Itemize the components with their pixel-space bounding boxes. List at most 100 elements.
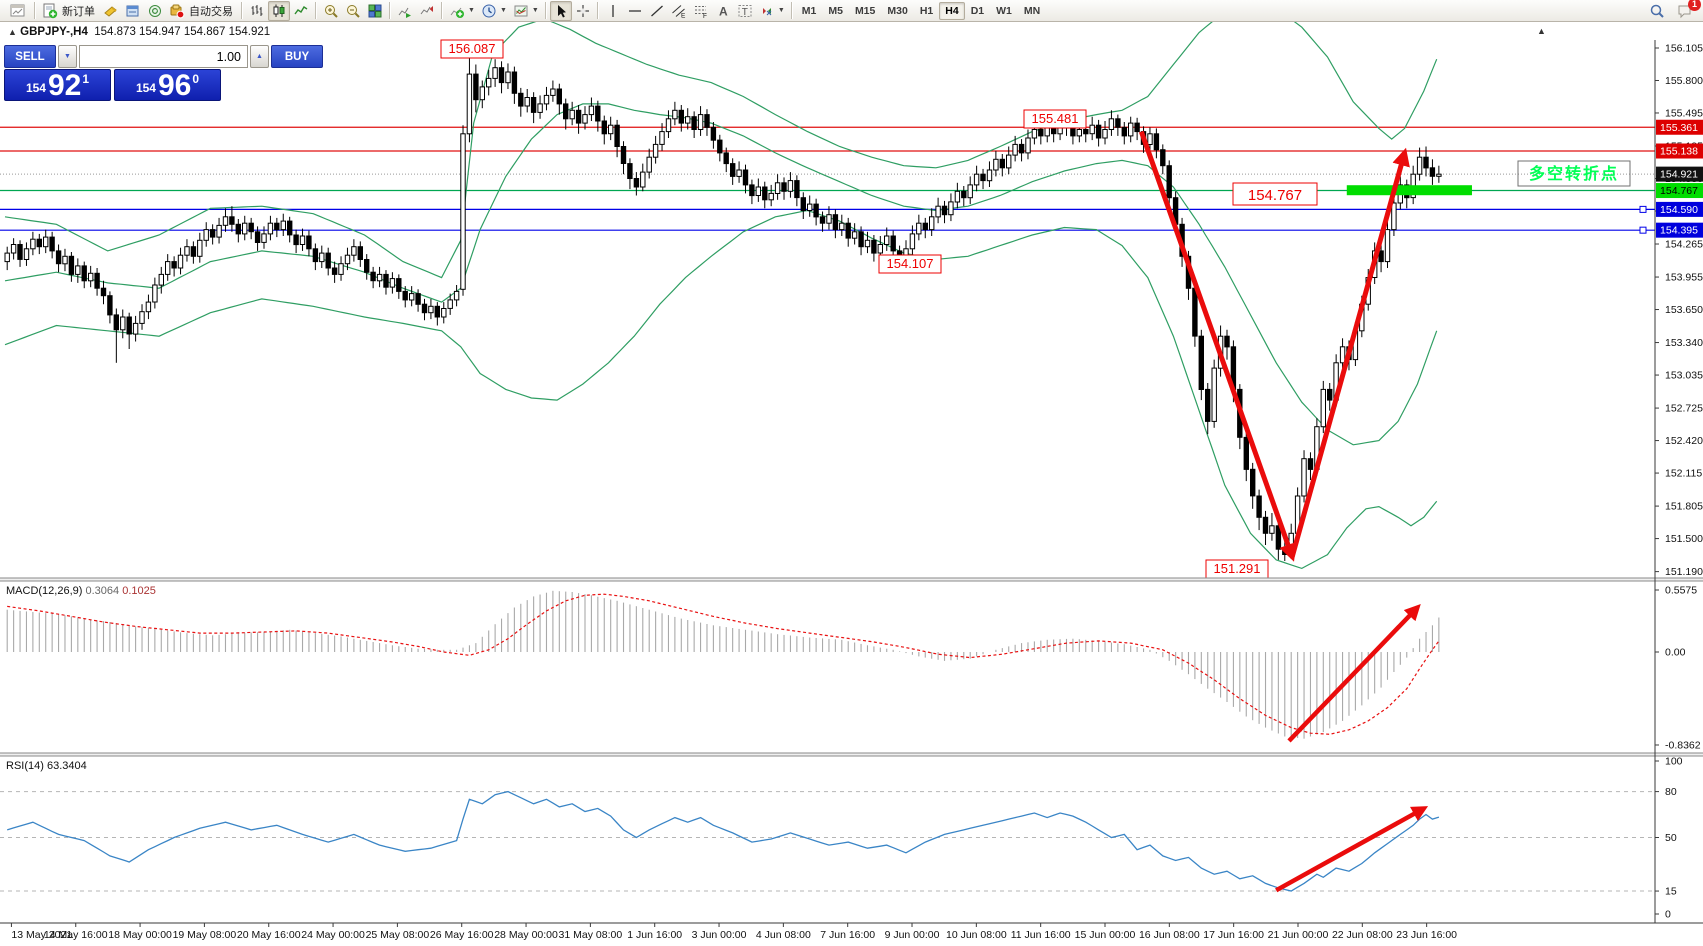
bollinger-bands [4,3,1438,570]
svg-text:151.805: 151.805 [1665,501,1703,513]
pane-separators[interactable] [0,577,1703,757]
text-tool-button[interactable]: A [712,1,734,21]
volume-decrease-button[interactable]: ▼ [58,45,77,68]
crosshair-tool-button[interactable] [572,1,594,21]
svg-text:3 Jun 00:00: 3 Jun 00:00 [692,929,747,941]
market-watch-button[interactable] [100,1,122,21]
timeframe-button-M15[interactable]: M15 [849,2,881,20]
timeframe-group: M1 M5 M15 M30 H1 H4 D1 W1 MN [796,1,1046,20]
cursor-tool-button[interactable] [549,0,572,21]
svg-text:151.190: 151.190 [1665,566,1703,578]
svg-text:151.291: 151.291 [1214,561,1261,576]
sell-button[interactable]: SELL [4,45,56,68]
notifications-button[interactable]: 1 [1674,0,1701,21]
zoom-in-button[interactable] [320,1,342,21]
chart-shift-button[interactable] [416,1,438,21]
zoom-out-button[interactable] [342,1,364,21]
svg-text:154.107: 154.107 [887,256,934,271]
tile-windows-button[interactable] [364,1,386,21]
svg-text:18 May 00:00: 18 May 00:00 [108,929,172,941]
svg-text:24 May 00:00: 24 May 00:00 [301,929,365,941]
auto-scroll-button[interactable] [394,1,416,21]
vertical-line-tool-button[interactable] [602,1,624,21]
svg-text:22 Jun 08:00: 22 Jun 08:00 [1332,929,1393,941]
macd-signal-line [7,593,1440,735]
search-button[interactable] [1646,1,1668,21]
new-order-button[interactable]: 新订单 [39,1,100,21]
svg-text:4 Jun 08:00: 4 Jun 08:00 [756,929,811,941]
svg-text:153.035: 153.035 [1665,370,1703,382]
timeframe-button-M5[interactable]: M5 [822,2,849,20]
autotrading-button[interactable]: 自动交易 [166,1,238,21]
collapse-triangle-icon[interactable]: ▲ [8,27,17,37]
separator [389,2,391,19]
svg-text:-0.8362: -0.8362 [1665,739,1701,751]
dropdown-caret-icon: ▼ [468,7,475,14]
rsi-pane: 100 80 50 15 0 RSI(14) 63.3404 [0,756,1683,921]
timeframe-button-M30[interactable]: M30 [881,2,913,20]
bar-chart-mode-button[interactable] [246,1,268,21]
channel-tool-button[interactable]: E [668,1,690,21]
svg-text:0: 0 [1665,909,1671,921]
rsi-line [7,790,1440,892]
svg-text:21 Jun 00:00: 21 Jun 00:00 [1268,929,1329,941]
macd-label: MACD(12,26,9) 0.3064 0.1025 [6,585,156,597]
trendline-tool-button[interactable] [646,1,668,21]
svg-text:154.921: 154.921 [1660,169,1698,181]
volume-increase-button[interactable]: ▲ [250,45,269,68]
svg-text:9 Jun 00:00: 9 Jun 00:00 [885,929,940,941]
panel-toggle-icon[interactable]: ▲ [1537,26,1546,36]
timeframe-button-H1[interactable]: H1 [914,2,939,20]
svg-text:152.115: 152.115 [1665,468,1702,480]
rsi-label: RSI(14) 63.3404 [6,760,87,772]
svg-text:152.725: 152.725 [1665,403,1703,415]
timeframe-button-H4[interactable]: H4 [939,1,965,20]
trend-arrows[interactable] [1138,130,1410,562]
candlestick-mode-button[interactable] [268,0,290,21]
svg-text:100: 100 [1665,756,1683,768]
svg-text:17 Jun 16:00: 17 Jun 16:00 [1203,929,1264,941]
templates-button[interactable]: ▼ [510,1,542,21]
indicators-button[interactable]: ▼ [446,1,478,21]
line-chart-mode-button[interactable] [290,1,312,21]
price-annotations[interactable]: 156.087 155.481 154.767 154.107 151.291 多空转折点 [440,39,1631,579]
svg-text:A: A [719,4,728,18]
buy-price-pip: 0 [192,72,200,86]
svg-text:154.395: 154.395 [1660,225,1698,237]
horizontal-line-tool-button[interactable] [624,1,646,21]
svg-text:151.500: 151.500 [1665,533,1703,545]
arrows-tool-button[interactable]: ▼ [756,1,788,21]
separator [544,2,547,19]
svg-text:154.265: 154.265 [1665,239,1703,251]
navigator-button[interactable] [144,1,166,21]
periods-button[interactable]: ▼ [478,1,510,21]
macd-arrow[interactable] [1287,604,1421,743]
chart-area[interactable]: 156.105155.800155.495155.185154.880154.5… [0,3,1703,946]
sell-price-display[interactable]: 154 92 1 [4,69,111,101]
text-label-tool-button[interactable]: T [734,1,756,21]
timeframe-button-MN[interactable]: MN [1018,2,1046,20]
separator [790,2,793,19]
horizontal-levels[interactable] [0,126,1655,234]
svg-text:50: 50 [1665,832,1677,844]
svg-text:153.650: 153.650 [1665,304,1703,316]
svg-text:155.495: 155.495 [1665,107,1703,119]
separator [241,2,243,19]
svg-text:153.955: 153.955 [1665,272,1703,284]
timeframe-button-M1[interactable]: M1 [796,2,823,20]
fibonacci-tool-button[interactable]: F [690,1,712,21]
timeframe-button-D1[interactable]: D1 [965,2,990,20]
buy-button[interactable]: BUY [271,45,323,68]
rsi-arrow[interactable] [1275,806,1429,893]
timeframe-button-W1[interactable]: W1 [990,2,1018,20]
highlight-zone[interactable] [1346,185,1472,196]
svg-text:0.5575: 0.5575 [1665,585,1697,597]
sell-price-big: 92 [47,69,82,102]
volume-input[interactable] [79,45,248,68]
candlestick-series [4,49,1442,561]
buy-price-display[interactable]: 154 96 0 [114,69,221,101]
svg-text:80: 80 [1665,786,1677,798]
quote-open: 154.873 [94,26,136,38]
data-window-button[interactable] [122,1,144,21]
macd-pane: 0.5575 0.00 -0.8362 MACD(12,26,9) 0.3064 0.… [6,585,1701,752]
